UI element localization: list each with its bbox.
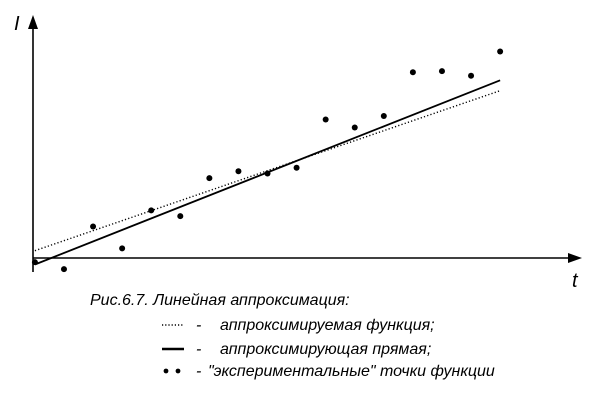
dots-icon (163, 368, 181, 374)
data-point (438, 68, 445, 75)
data-point (322, 116, 329, 123)
chart-plot-area: t I (14, 13, 582, 290)
data-point (293, 164, 300, 171)
x-axis-label: t (572, 270, 579, 290)
data-point (206, 175, 213, 182)
data-point (409, 69, 416, 76)
legend-label-dotted: аппроксимируемая функция; (220, 317, 435, 334)
data-point (90, 223, 97, 230)
legend-label-solid: аппроксимирующая прямая; (220, 341, 432, 358)
data-point (148, 207, 155, 214)
data-point (60, 266, 67, 273)
chart-axes: t I (14, 13, 582, 290)
legend-separator: - (196, 341, 202, 358)
data-point (31, 259, 38, 266)
dotted-line-icon (162, 324, 184, 326)
x-axis-arrow-icon (568, 253, 582, 263)
data-point (380, 112, 387, 119)
data-point (235, 168, 242, 175)
legend-separator: - (196, 363, 202, 380)
legend-label-dots: "экспериментальные" точки функции (208, 363, 495, 380)
y-axis-arrow-icon (28, 15, 38, 29)
data-point (264, 170, 271, 177)
data-point (351, 124, 358, 131)
caption-title: Рис.6.7. Линейная аппроксимация: (90, 292, 350, 309)
chart-series-layer (31, 48, 504, 273)
data-point (497, 48, 504, 55)
data-point (177, 213, 184, 220)
figure-caption: Рис.6.7. Линейная аппроксимация: (90, 290, 350, 312)
y-axis-label: I (14, 13, 20, 35)
data-point (119, 245, 126, 252)
data-point (468, 72, 475, 79)
legend-separator: - (196, 317, 202, 334)
solid-line-icon (162, 347, 184, 351)
